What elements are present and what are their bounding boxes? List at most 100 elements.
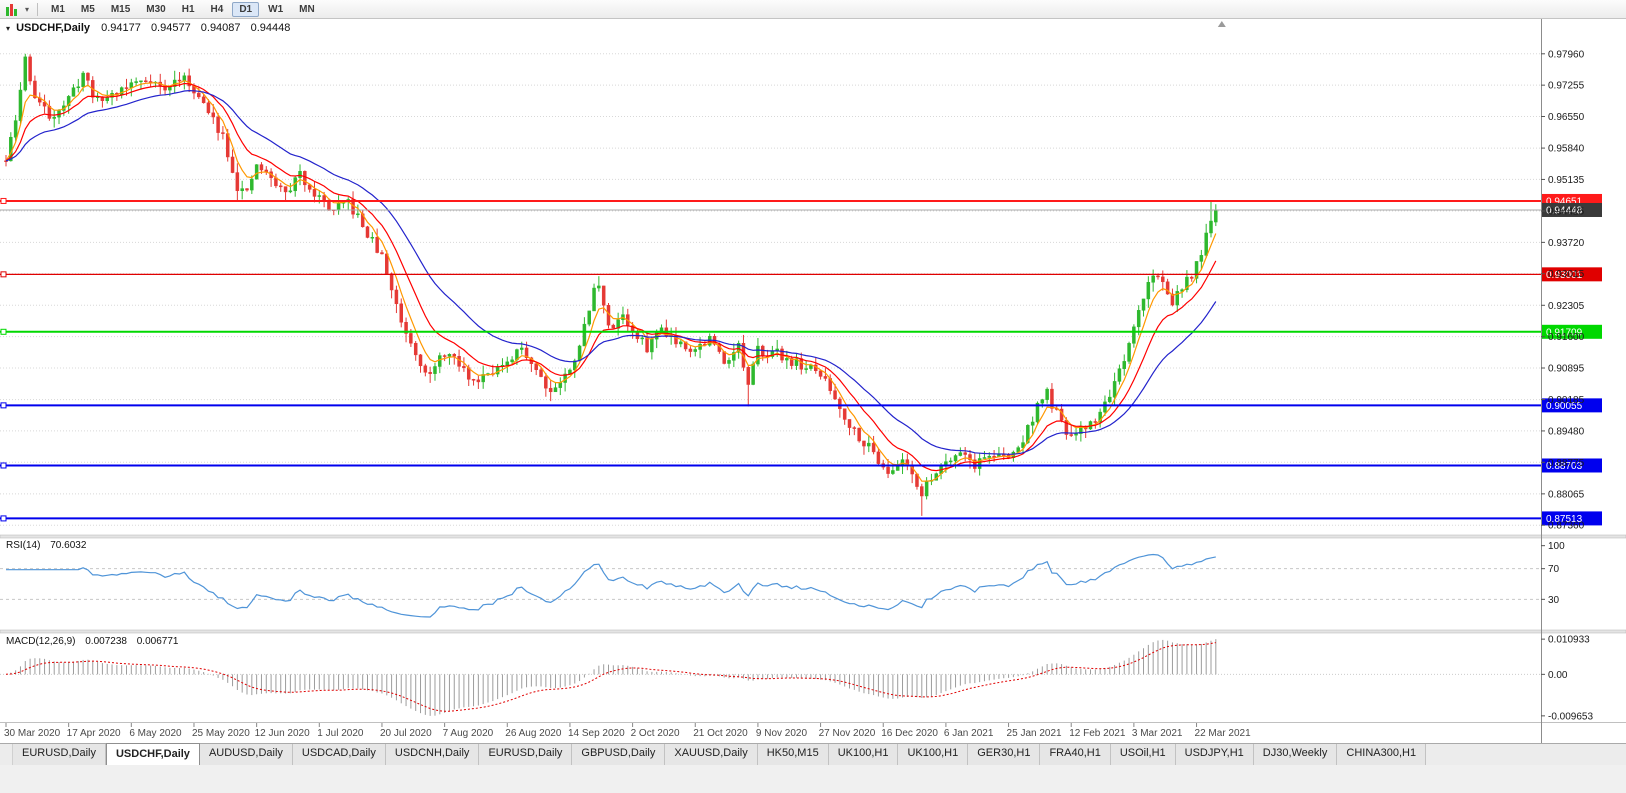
panel-chrome	[0, 19, 1626, 743]
chart-tab-hk50-m15[interactable]: HK50,M15	[757, 744, 829, 765]
price-axis-label: 0.97960	[1548, 49, 1585, 60]
price-axis-label: 0.95135	[1548, 175, 1585, 186]
chart-tab-usdcad-daily[interactable]: USDCAD,Daily	[292, 744, 386, 765]
chart-tab-eurusd-daily[interactable]: EURUSD,Daily	[479, 744, 573, 765]
chart-tab-audusd-daily[interactable]: AUDUSD,Daily	[199, 744, 293, 765]
timeframe-button-m1[interactable]: M1	[51, 3, 65, 15]
horizontal-level-lines[interactable]: 0.94651 0.93001 0.91709 0.90055 0.88703 0.875…	[0, 193, 1602, 526]
chart-tab-fra40-h1[interactable]: FRA40,H1	[1040, 744, 1111, 765]
chart-area[interactable]: 0.94651 0.93001 0.91709 0.90055 0.88703 0.875…	[0, 19, 1626, 743]
chart-tab-china300-h1[interactable]: CHINA300,H1	[1337, 744, 1427, 765]
price-axis-label: 0.91600	[1548, 332, 1585, 343]
price-gridlines	[0, 53, 1541, 526]
hline-handle[interactable]	[0, 462, 7, 469]
current-price-marker: 0.94448	[0, 202, 1602, 217]
rsi-axis-label: 100	[1548, 541, 1565, 552]
panel-divider[interactable]	[0, 629, 1626, 634]
hline-handle[interactable]	[0, 402, 7, 409]
price-axis-label: 0.96550	[1548, 112, 1585, 123]
price-axis: 0.97960 0.97255 0.96550 0.95840 0.95135 0.944…	[1541, 49, 1585, 532]
price-axis-label: 0.89480	[1548, 426, 1585, 437]
svg-text:0.87513: 0.87513	[1546, 514, 1583, 525]
date-axis-label: 9 Nov 2020	[756, 728, 808, 739]
chart-canvas[interactable]: 0.94651 0.93001 0.91709 0.90055 0.88703 0.875…	[0, 19, 1626, 743]
panel-divider[interactable]	[0, 534, 1626, 539]
timeframe-button-mn[interactable]: MN	[299, 3, 315, 15]
hline-handle[interactable]	[0, 197, 7, 204]
timeframe-button-w1[interactable]: W1	[268, 3, 284, 15]
date-axis-label: 25 May 2020	[192, 728, 250, 739]
date-axis-label: 25 Jan 2021	[1007, 728, 1062, 739]
timeframe-button-h1[interactable]: H1	[181, 3, 195, 15]
ma-line-slow-ma-blue	[5, 89, 1217, 455]
hline-handle[interactable]	[0, 271, 7, 278]
moving-averages	[5, 79, 1217, 482]
chart-tab-uk100-h1[interactable]: UK100,H1	[828, 744, 899, 765]
timeframe-button-h4[interactable]: H4	[210, 3, 224, 15]
ma-line-mid-ma-red	[5, 82, 1217, 472]
date-axis-label: 3 Mar 2021	[1132, 728, 1183, 739]
chart-tab-dj30-weekly[interactable]: DJ30,Weekly	[1253, 744, 1338, 765]
price-tag	[1542, 458, 1602, 473]
price-axis-label: 0.94425	[1548, 207, 1585, 218]
svg-text:0.91709: 0.91709	[1546, 327, 1583, 338]
chart-tabs-bar: EURUSD,Daily USDCHF,Daily AUDUSD,Daily USDC…	[0, 743, 1626, 765]
price-axis-label: 0.90185	[1548, 395, 1585, 406]
macd-axis-label: 0.00	[1548, 670, 1568, 681]
price-axis-label: 0.87360	[1548, 521, 1585, 532]
timeframe-button-m30[interactable]: M30	[146, 3, 166, 15]
date-axis-label: 2 Oct 2020	[631, 728, 680, 739]
svg-text:0.88703: 0.88703	[1546, 461, 1583, 472]
date-axis-label: 17 Apr 2020	[67, 728, 121, 739]
price-axis-label: 0.92305	[1548, 301, 1585, 312]
price-tag	[1542, 324, 1602, 339]
chart-tab-usdchf-daily[interactable]: USDCHF,Daily	[105, 743, 200, 765]
price-axis-label: 0.93720	[1548, 238, 1585, 249]
timeframe-button-m5[interactable]: M5	[80, 3, 95, 15]
date-axis-label: 1 Jul 2020	[317, 728, 364, 739]
footer-strip	[0, 765, 1626, 793]
date-axis-label: 27 Nov 2020	[819, 728, 876, 739]
chart-tab-usoil-h1[interactable]: USOil,H1	[1110, 744, 1176, 765]
chart-tab-ger30-h1[interactable]: GER30,H1	[968, 744, 1041, 765]
price-axis-label: 0.88775	[1548, 458, 1585, 469]
chart-tab-eurusd-daily[interactable]: EURUSD,Daily	[13, 744, 106, 765]
price-axis-label: 0.90895	[1548, 364, 1585, 375]
date-axis-label: 12 Jun 2020	[255, 728, 310, 739]
date-axis-label: 22 Mar 2021	[1195, 728, 1252, 739]
svg-text:0.94448: 0.94448	[1546, 205, 1583, 216]
svg-text:0.94651: 0.94651	[1546, 196, 1583, 207]
chart-shift-marker[interactable]	[1217, 21, 1226, 27]
date-axis-label: 12 Feb 2021	[1069, 728, 1126, 739]
price-axis-label: 0.93015	[1548, 269, 1585, 280]
timeframe-button-d1[interactable]: D1	[232, 1, 260, 17]
date-axis-label: 14 Sep 2020	[568, 728, 625, 739]
date-axis-label: 7 Aug 2020	[443, 728, 494, 739]
date-axis-label: 26 Aug 2020	[505, 728, 562, 739]
timeframe-button-m15[interactable]: M15	[110, 3, 131, 15]
chart-tab-usdcnh-daily[interactable]: USDCNH,Daily	[385, 744, 480, 765]
date-axis-label: 16 Dec 2020	[881, 728, 938, 739]
rsi-axis-label: 30	[1548, 595, 1560, 606]
price-axis-label: 0.97255	[1548, 81, 1585, 92]
chart-tab-usdjpy-h1[interactable]: USDJPY,H1	[1175, 744, 1254, 765]
price-tag	[1542, 267, 1602, 282]
chart-type-icon[interactable]	[4, 3, 24, 16]
chart-tab-gbpusd-daily[interactable]: GBPUSD,Daily	[572, 744, 666, 765]
hline-handle[interactable]	[0, 328, 7, 335]
rsi-line	[6, 553, 1216, 618]
macd-axis-label: 0.010933	[1548, 635, 1590, 646]
chart-type-dropdown-caret[interactable]: ▾	[25, 4, 30, 14]
timeframe-buttons: M1 M5 M15 M30 H1 H4 D1 W1 MN	[43, 1, 323, 17]
price-axis-label: 0.95840	[1548, 144, 1585, 155]
date-axis: 30 Mar 2020 17 Apr 2020 6 May 2020 25 May 2…	[4, 723, 1251, 739]
macd-axis-label: -0.009653	[1548, 711, 1593, 722]
rsi-axis-label: 70	[1548, 564, 1560, 575]
date-axis-label: 20 Jul 2020	[380, 728, 432, 739]
chart-tab-uk100-h1[interactable]: UK100,H1	[898, 744, 969, 765]
macd-signal-line	[5, 642, 1216, 712]
chart-tab-xauusd-daily[interactable]: XAUUSD,Daily	[665, 744, 758, 765]
hline-handle[interactable]	[0, 515, 7, 522]
ma-line-fast-ma-orange	[5, 79, 1217, 482]
